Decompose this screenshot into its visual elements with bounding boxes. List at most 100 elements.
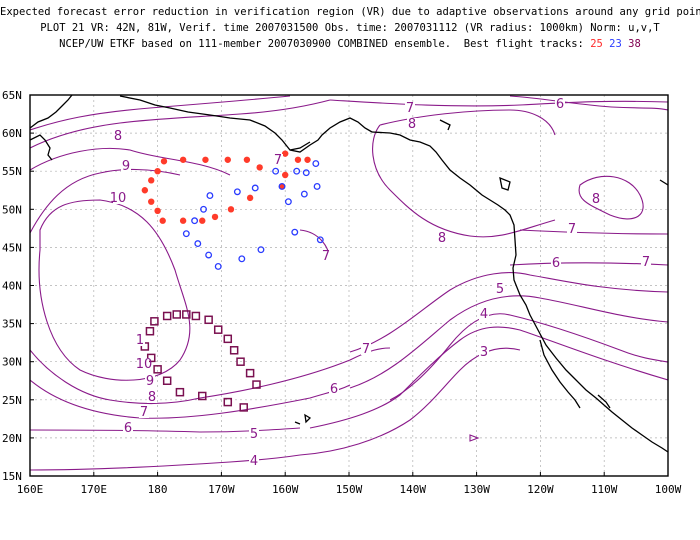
track-25-point [159, 217, 166, 224]
contour-label: 7 [362, 342, 370, 357]
track-25-point [304, 156, 311, 163]
track-25-point [154, 207, 161, 215]
track-23-point [191, 217, 199, 225]
contour-label-bg [147, 391, 157, 403]
track-38-point [223, 397, 233, 407]
contour-label: 4 [250, 454, 258, 469]
track-23-point [233, 188, 241, 196]
track-38-point [198, 391, 207, 401]
track-25-point [211, 213, 219, 221]
track-38-point [162, 376, 172, 385]
track-38-point [145, 326, 155, 336]
title-line-2: PLOT 21 VR: 42N, 81W, Verif. time 200703… [40, 22, 660, 34]
lat-tick-label: 15N [2, 470, 22, 483]
track-23-point [293, 167, 301, 175]
lat-tick-label: 55N [2, 165, 22, 178]
contour-label-bg [113, 192, 123, 204]
track-25-point [148, 177, 155, 184]
lon-tick-label: 160W [272, 483, 299, 496]
contour-label: 7 [406, 101, 414, 116]
title-line-1: Expected forecast error reduction in ver… [0, 6, 700, 18]
lon-tick-label: 100W [655, 483, 682, 496]
contour-label: 5 [250, 427, 258, 442]
track-25-point [294, 156, 302, 163]
lat-tick-label: 25N [2, 394, 22, 407]
contour-label-bg [437, 232, 447, 244]
contour-label-bg [249, 455, 259, 467]
track-23-point [300, 190, 308, 198]
lon-tick-label: 130W [463, 483, 490, 496]
track-25-point [154, 168, 161, 175]
track-25-point [278, 183, 286, 190]
track-23-point [200, 205, 207, 213]
track-23-point [257, 246, 265, 254]
contour-label-bg [123, 422, 133, 434]
contour-label-bg [145, 375, 155, 387]
track-25-point [199, 217, 206, 224]
contour-label-bg [361, 343, 371, 355]
contour-label-bg [321, 250, 331, 262]
contour-label: 7 [568, 222, 576, 237]
track-25-point [141, 187, 149, 194]
track-38-point [191, 311, 201, 321]
contour-label-bg [273, 154, 283, 166]
contour-label: 6 [330, 382, 338, 397]
contour-label: 5 [496, 282, 504, 297]
track-25-point [243, 156, 251, 163]
track-25-point [179, 217, 187, 224]
contour-label: 8 [408, 117, 416, 132]
track-38-point [223, 334, 233, 344]
contour-label: 8 [592, 192, 600, 207]
track-25-point [246, 194, 254, 202]
track-23-point [278, 182, 286, 190]
contour-label-bg [479, 346, 489, 358]
contour-label-bg [139, 358, 149, 370]
contour-label-bg [641, 256, 651, 268]
lat-tick-label: 20N [2, 432, 22, 445]
lon-tick-label: 160E [17, 483, 44, 496]
lat-tick-label: 50N [2, 203, 22, 216]
coastlines [30, 95, 668, 453]
contour-label: 7 [274, 153, 282, 168]
contour-label-bg [555, 98, 565, 110]
track-23-point [316, 236, 324, 244]
lat-tick-label: 35N [2, 318, 22, 331]
contour-label-bg [249, 428, 259, 440]
title-line-3-text: NCEP/UW ETKF based on 111-member 2007030… [59, 38, 591, 50]
contour-label: 4 [480, 307, 488, 322]
track-38-point [229, 346, 239, 355]
lat-tick-label: 30N [2, 356, 22, 369]
track-25-point [256, 164, 263, 171]
track-23-point [313, 182, 321, 190]
track-25-point [179, 156, 187, 163]
track-38-point [213, 325, 223, 334]
track-25-point [282, 171, 289, 179]
contour-label: 6 [552, 256, 560, 271]
contour-label: 9 [122, 159, 130, 174]
track-23-point [238, 255, 246, 263]
figure-title: Expected forecast error reduction in ver… [0, 4, 700, 52]
lon-tick-label: 110W [591, 483, 618, 496]
lon-tick-label: 120W [527, 483, 554, 496]
lat-tick-label: 45N [2, 241, 22, 254]
track-38-point [204, 315, 213, 325]
lon-tick-label: 170W [208, 483, 235, 496]
track-38-point [239, 403, 248, 412]
contour-label-bg [405, 102, 415, 114]
contour-label-bg [329, 383, 339, 395]
lon-tick-label: 140W [400, 483, 427, 496]
track-25-point [148, 198, 155, 205]
contour-label-bg [479, 308, 489, 320]
contour-label: 10 [136, 357, 153, 372]
track-23-point [302, 169, 310, 177]
contour-label: 9 [146, 374, 154, 389]
track-23-point [194, 240, 202, 248]
lat-tick-label: 60N [2, 127, 22, 140]
contour-label: 6 [556, 97, 564, 112]
contour-label-bg [135, 334, 145, 346]
contour-label-bg [551, 257, 561, 269]
track-38-point [252, 380, 261, 389]
contour-label-bg [139, 406, 149, 418]
lon-tick-label: 180 [148, 483, 168, 496]
